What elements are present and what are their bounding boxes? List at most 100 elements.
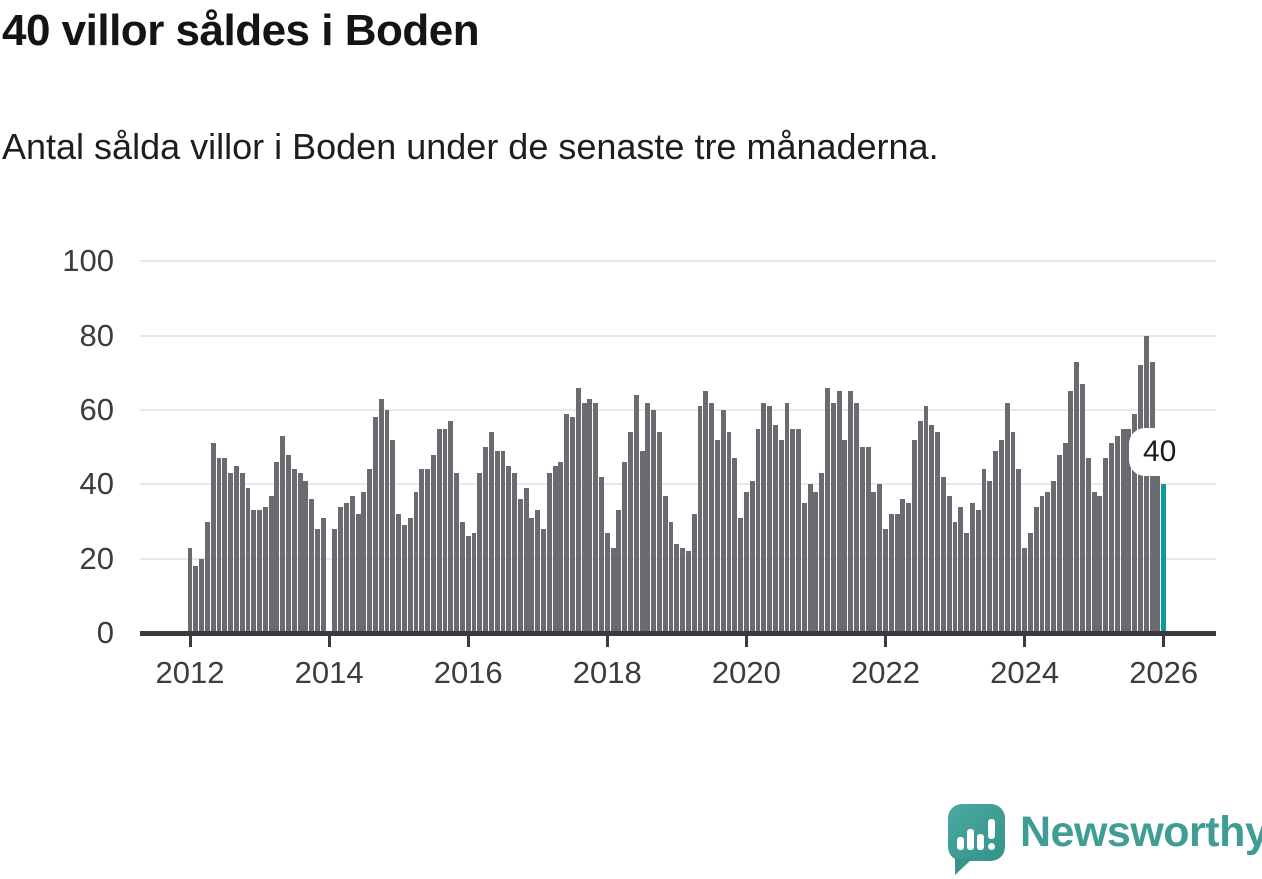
bar [1027,532,1033,633]
logo-exclamation-dot-icon [988,843,995,850]
bar [1080,384,1085,633]
bar [732,458,738,633]
bar [1016,469,1022,633]
bar [964,532,970,633]
x-axis-tick [1023,636,1027,647]
newsworthy-logo: Newsworthy [948,804,1262,875]
bar [332,528,338,633]
x-axis-tick-label: 2024 [990,655,1060,690]
x-axis-tick [188,636,192,647]
bar [483,447,489,633]
bar [859,447,865,633]
bar [645,402,651,633]
x-axis-tick-label: 2026 [1129,655,1199,690]
bar [790,428,796,633]
bar [877,484,883,633]
x-axis-tick-label: 2020 [711,655,781,690]
bar [587,398,593,633]
x-axis-tick-label: 2016 [433,655,503,690]
latest-value-label: 40 [1134,433,1186,471]
bar [917,421,923,633]
bar [448,421,454,633]
x-axis-tick [605,636,609,647]
bar [848,391,854,633]
bar [546,473,552,633]
x-axis-tick-label: 2022 [850,655,920,690]
bar [384,410,390,633]
bar [778,439,784,633]
bar [378,398,384,633]
bar [442,428,448,633]
bar [1091,491,1097,633]
bar [436,428,442,633]
bar [801,502,807,633]
bar [894,514,900,633]
bar [639,450,645,633]
x-axis-line [140,631,1216,636]
bar [1045,491,1051,633]
bar [488,432,494,633]
bar [500,450,506,633]
bar [320,517,326,633]
chart-subtitle: Antal sålda villor i Boden under de sena… [2,126,939,167]
newsworthy-logo-icon [948,804,1005,875]
bar [813,491,819,633]
x-axis-tick-label: 2012 [155,655,225,690]
bar [419,469,425,633]
bar [685,551,691,633]
logo-bar-icon [977,834,984,850]
bar [854,402,859,633]
bar [668,521,674,633]
bar [1004,402,1010,633]
bar [761,402,767,633]
bar [819,473,825,633]
x-axis-tick [466,636,470,647]
bar [517,499,523,633]
bar [210,443,216,633]
bar [245,488,251,633]
bar [570,417,575,633]
bar [842,439,848,633]
logo-bar-icon [957,837,964,850]
bar [425,469,431,633]
bar [303,480,309,633]
bar [535,510,541,633]
bar [969,502,975,633]
bar [998,439,1004,633]
bar [1155,428,1161,633]
bar [888,514,894,633]
x-axis-tick [883,636,887,647]
bar [662,495,668,633]
bar [883,528,888,633]
bar [912,439,917,633]
bar [599,476,604,633]
bar [1062,443,1068,633]
bar [726,432,732,633]
bar [494,450,500,633]
bar [575,387,581,633]
bar [923,406,929,633]
bar [900,499,906,633]
bar [871,491,877,633]
gridline [140,260,1216,263]
bar [622,462,628,633]
bar [1138,365,1143,633]
x-axis-tick [327,636,331,647]
bar [239,473,245,633]
bar [993,450,999,633]
bar [1120,428,1126,633]
bar [390,439,396,633]
bar [940,476,946,633]
bar [674,543,680,633]
bar [807,484,813,633]
bar [1051,480,1056,633]
gridline [140,334,1216,337]
bar [1068,391,1074,633]
bar [512,473,517,633]
bar [204,521,210,633]
bar [541,528,546,633]
bar [604,532,610,633]
logo-wordmark: Newsworthy [1020,808,1262,856]
bar [628,432,633,633]
